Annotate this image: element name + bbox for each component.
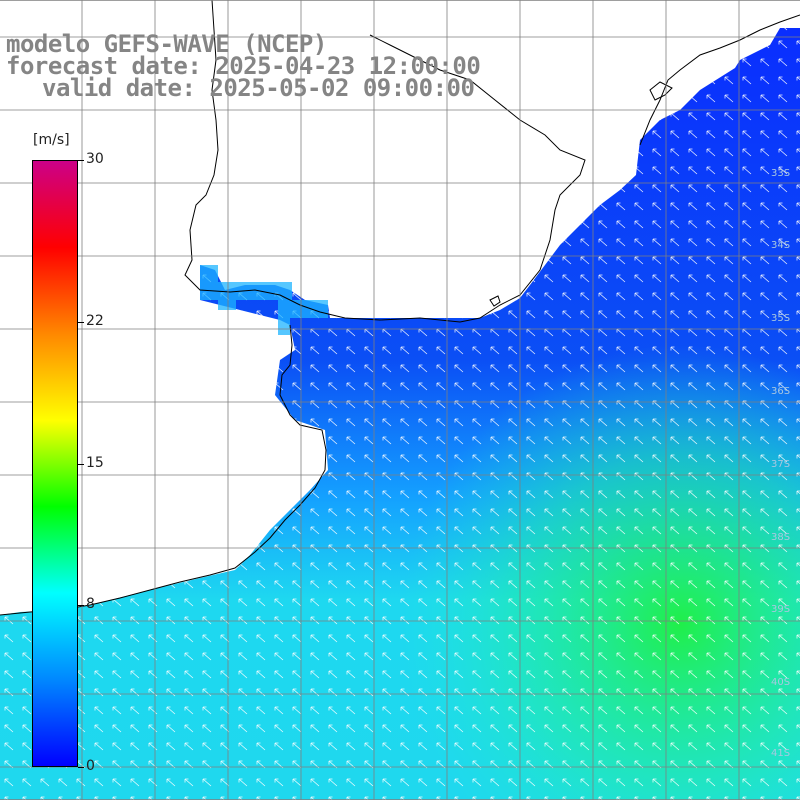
lat-label-33s: 33S <box>771 168 791 179</box>
lat-label-34s: 34S <box>771 240 791 251</box>
colorbar-unit: [m/s] <box>33 132 70 148</box>
colorbar-tick-label: 22 <box>86 313 104 329</box>
colorbar <box>32 160 78 767</box>
colorbar-tick-label: 0 <box>86 758 95 774</box>
lat-label-35s: 35S <box>771 313 791 324</box>
coastline <box>0 0 800 616</box>
lat-label-38s: 38S <box>771 532 791 543</box>
colorbar-tick-label: 30 <box>86 151 104 167</box>
lat-label-36s: 36S <box>771 386 791 397</box>
lat-label-37s: 37S <box>771 459 791 470</box>
colorbar-tick-mark <box>78 160 84 161</box>
colorbar-tick-label: 8 <box>86 596 95 612</box>
colorbar-tick-mark <box>78 464 84 465</box>
title-valid-date: valid date: 2025-05-02 09:00:00 <box>42 74 475 102</box>
colorbar-tick-mark <box>78 605 84 606</box>
land <box>200 265 328 335</box>
lat-label-40s: 40S <box>771 677 791 688</box>
title-forecast-date: forecast date: 2025-04-23 12:00:00 <box>6 52 481 80</box>
title-model: modelo GEFS-WAVE (NCEP) <box>6 30 327 58</box>
colorbar-tick-mark <box>78 322 84 323</box>
colorbar-tick-label: 15 <box>86 455 104 471</box>
lat-label-39s: 39S <box>771 604 791 615</box>
lat-label-41s: 41S <box>771 748 791 759</box>
colorbar-tick-mark <box>78 767 84 768</box>
